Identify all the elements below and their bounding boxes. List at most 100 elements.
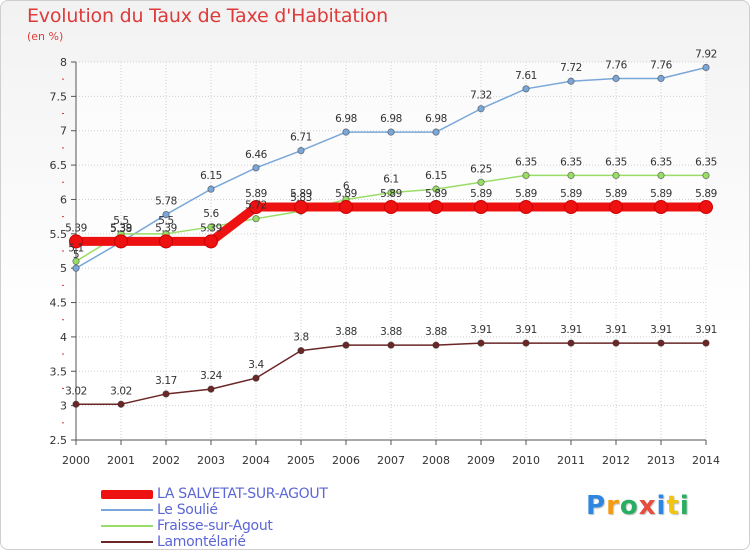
series-3-data-label: 3.91 [695, 324, 717, 336]
series-3-point [117, 400, 125, 408]
series-3-point [657, 339, 665, 347]
series-0-point [519, 200, 533, 215]
series-2-data-label: 6.35 [515, 156, 537, 168]
series-0-point [699, 200, 713, 215]
series-3-point [612, 339, 620, 347]
series-3-data-label: 3.02 [65, 385, 87, 397]
series-2-data-label: 5.83 [290, 192, 312, 204]
series-1-point [657, 74, 665, 83]
series-2-data-label: 5.1 [68, 242, 84, 254]
series-1-data-label: 7.72 [560, 62, 582, 74]
series-1-point [567, 77, 575, 85]
series-3-data-label: 3.8 [293, 332, 309, 344]
series-1-data-label: 5.38 [110, 223, 132, 235]
series-3-point [162, 390, 170, 398]
series-0-data-label: 5.89 [290, 188, 312, 200]
series-0-point [339, 200, 353, 215]
legend-swatch [101, 489, 153, 499]
y-tick-label: 7.5 [50, 90, 68, 103]
series-0-data-label: 5.89 [425, 188, 447, 200]
logo-letter: i [679, 491, 690, 521]
series-1-point [522, 85, 530, 93]
series-1-point [387, 128, 395, 136]
x-tick-label: 2012 [602, 454, 630, 467]
series-0-data-label: 5.89 [560, 188, 582, 200]
series-2-point [567, 171, 575, 179]
series-0-data-label: 5.89 [335, 188, 357, 200]
x-tick-label: 2008 [422, 454, 450, 467]
series-2-data-label: 5.72 [245, 200, 267, 212]
legend-item: LA SALVETAT-SUR-AGOUT [101, 486, 328, 502]
series-3-point [207, 385, 215, 393]
series-3-data-label: 3.17 [155, 375, 177, 387]
series-2-point [612, 171, 620, 179]
series-3-data-label: 3.91 [470, 324, 492, 336]
series-3-point [432, 341, 440, 349]
logo-letter: x [638, 491, 657, 521]
y-tick-label: 3 [60, 400, 67, 413]
x-tick-label: 2014 [692, 454, 720, 467]
series-3-data-label: 3.24 [200, 370, 222, 382]
series-2-data-label: 6.1 [383, 174, 399, 186]
series-1-data-label: 6.15 [200, 170, 222, 182]
x-tick-label: 2007 [377, 454, 405, 467]
logo-letter: i [656, 491, 667, 521]
series-0-data-label: 5.39 [155, 222, 177, 234]
series-3-point [522, 339, 530, 347]
x-tick-label: 2003 [197, 454, 225, 467]
legend-label: Lamontélarié [157, 534, 246, 550]
y-tick-label: 8 [60, 56, 67, 69]
series-1-point [702, 63, 710, 72]
legend-label: Le Soulié [157, 502, 218, 518]
series-0-point [69, 234, 83, 249]
y-tick-label: 6.5 [50, 159, 68, 172]
series-1-point [207, 185, 215, 193]
series-1-point [162, 210, 170, 219]
x-tick-label: 2001 [107, 454, 135, 467]
series-3-data-label: 3.91 [560, 324, 582, 336]
series-3-point [297, 347, 305, 355]
series-1-point [252, 164, 260, 172]
y-tick-label: 4.5 [50, 297, 68, 310]
series-1-data-label: 5.78 [155, 196, 177, 208]
series-1-data-label: 7.76 [650, 59, 672, 71]
series-1-point [72, 264, 80, 272]
series-0-data-label: 5.89 [515, 188, 537, 200]
series-3-data-label: 3.91 [650, 324, 672, 336]
series-1-data-label: 7.76 [605, 59, 627, 71]
series-0-point [114, 234, 128, 249]
y-tick-label: 3.5 [50, 365, 68, 378]
logo-letter: o [619, 491, 639, 521]
series-1-point [342, 128, 350, 136]
series-0-data-label: 5.89 [470, 188, 492, 200]
series-2-point [702, 171, 710, 179]
series-3-data-label: 3.02 [110, 385, 132, 397]
series-0-data-label: 5.89 [650, 188, 672, 200]
logo-letter: r [606, 491, 620, 521]
series-1-data-label: 7.92 [695, 48, 717, 60]
series-2-point [522, 171, 530, 179]
series-2-point [387, 188, 395, 197]
series-0-point [474, 200, 488, 215]
series-0-point [564, 200, 578, 215]
y-tick-label: 6 [60, 193, 67, 206]
series-2-point [477, 178, 485, 186]
x-tick-label: 2011 [557, 454, 585, 467]
series-0-point [204, 234, 218, 249]
series-2-data-label: 6.25 [470, 163, 492, 175]
series-2-data-label: 6.35 [650, 156, 672, 168]
series-0-data-label: 5.89 [380, 188, 402, 200]
legend-item: Lamontélarié [101, 534, 328, 550]
series-0-point [609, 200, 623, 215]
y-axis-unit: (en %) [27, 30, 64, 43]
series-3-point [387, 341, 395, 349]
series-3-data-label: 3.88 [425, 326, 447, 338]
series-0-point [384, 200, 398, 215]
x-tick-label: 2010 [512, 454, 540, 467]
x-tick-label: 2005 [287, 454, 315, 467]
y-tick-label: 2.5 [50, 434, 68, 447]
x-tick-label: 2000 [62, 454, 90, 467]
proxiti-logo: Proxiti [586, 491, 690, 521]
